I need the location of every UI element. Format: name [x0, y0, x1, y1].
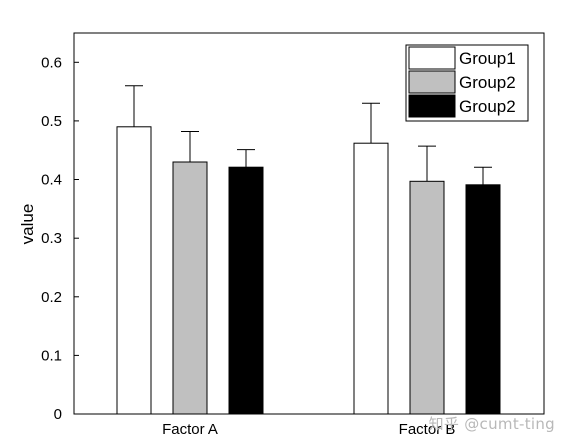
x-tick-label: Factor B — [399, 421, 456, 438]
y-tick-label: 0.4 — [41, 172, 62, 189]
bars-layer — [116, 85, 501, 415]
legend-label: Group1 — [459, 49, 516, 68]
plot-frame — [73, 32, 545, 415]
bar-series2-factor-a — [172, 161, 208, 415]
bar-series1-factor-b — [353, 142, 389, 415]
y-axis-title: value — [18, 204, 37, 245]
legend-swatch — [408, 46, 456, 70]
y-axis: 0 0.1 0.2 0.3 0.4 0.5 0.6 — [41, 54, 79, 423]
legend: Group1 Group2 Group2 — [405, 44, 529, 122]
y-tick-label: 0.1 — [41, 347, 62, 364]
x-tick-label: Factor A — [162, 421, 218, 438]
watermark: 知乎 @cumt-ting — [428, 415, 555, 433]
y-tick-label: 0.3 — [41, 230, 62, 247]
bar-series2-factor-b — [409, 180, 445, 415]
y-tick-label: 0 — [54, 406, 62, 423]
y-tick-label: 0.5 — [41, 113, 62, 130]
x-axis: Factor A Factor B — [162, 421, 455, 438]
y-tick-label: 0.6 — [41, 54, 62, 71]
y-tick-label: 0.2 — [41, 289, 62, 306]
legend-swatch — [408, 94, 456, 118]
legend-label: Group2 — [459, 73, 516, 92]
bar-series3-factor-a — [228, 166, 264, 415]
bar-series3-factor-b — [465, 184, 501, 415]
legend-label: Group2 — [459, 97, 516, 116]
legend-swatch — [408, 70, 456, 94]
bar-series1-factor-a — [116, 126, 152, 415]
